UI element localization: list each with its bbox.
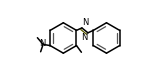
Text: N: N <box>39 39 46 48</box>
Text: N: N <box>82 18 88 27</box>
Text: N: N <box>81 33 88 42</box>
